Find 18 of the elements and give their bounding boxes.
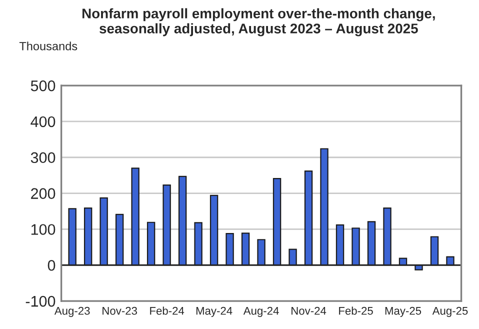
y-tick-label: 400 [30,116,56,128]
y-tick-label: 0 [48,260,56,271]
x-tick-label: May-25 [385,306,422,317]
y-tick-label: 300 [30,152,56,164]
x-tick-label: Nov-23 [102,306,137,315]
x-tick-label: Feb-24 [150,306,184,315]
y-tick-label: 100 [31,224,56,235]
x-tick-label: Feb-25 [339,306,373,315]
x-tick-label: Aug-25 [432,306,468,317]
x-tick-label: May-24 [196,306,232,317]
y-tick-label: 500 [30,80,56,92]
y-axis-title: Thousands [19,42,78,50]
chart-title: Nonfarm payroll employment over-the-month change, seasonally adjusted, August 2023 – August 2025 [82,8,435,36]
x-tick-label: Aug-24 [243,306,279,317]
y-tick-label: -100 [26,296,56,307]
x-tick-label: Aug-23 [54,306,90,317]
y-tick-label: 200 [31,188,56,199]
x-tick-label: Nov-24 [292,306,326,315]
